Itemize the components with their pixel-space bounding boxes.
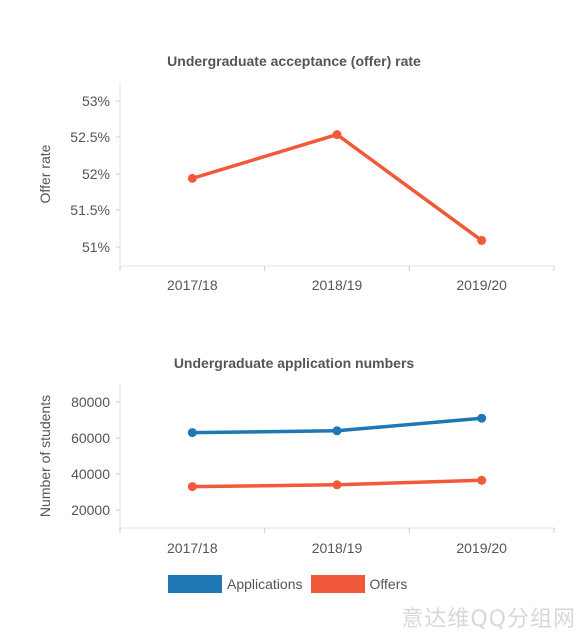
data-point-applications xyxy=(187,428,197,438)
y-tick-label: 52.5% xyxy=(70,129,110,145)
y-tick-label: 80000 xyxy=(71,394,110,410)
x-tick-label: 2018/19 xyxy=(312,277,363,293)
legend-item-applications[interactable]: Applications xyxy=(168,575,303,593)
legend-label-applications: Applications xyxy=(227,576,303,592)
y-tick-label: 40000 xyxy=(71,466,110,482)
chart-2: Undergraduate application numbers 80000 60… xyxy=(37,355,555,556)
y-tick-label: 51.5% xyxy=(70,202,110,218)
data-point-applications xyxy=(332,426,342,436)
data-point-offers xyxy=(187,482,197,492)
data-point-offer-rate xyxy=(477,235,487,245)
watermark-text: 意达维QQ分组网 xyxy=(401,607,576,632)
x-tick-label: 2017/18 xyxy=(167,277,218,293)
y-tick-label: 20000 xyxy=(71,502,110,518)
series-line-offer-rate xyxy=(190,132,484,243)
chart-title: Undergraduate acceptance (offer) rate xyxy=(167,53,421,69)
y-tick-label: 51% xyxy=(82,239,110,255)
y-tick-label: 52% xyxy=(82,166,110,182)
y-tick-label: 53% xyxy=(82,93,110,109)
y-axis-label: Offer rate xyxy=(37,144,53,203)
chart-1: Undergraduate acceptance (offer) rate 53%… xyxy=(37,53,555,293)
x-tick-label: 2019/20 xyxy=(456,277,507,293)
data-point-offers xyxy=(332,480,342,490)
legend-label-offers: Offers xyxy=(369,576,408,592)
x-tick-label: 2018/19 xyxy=(312,540,363,556)
legend: Applications Offers xyxy=(168,575,415,593)
x-tick-label: 2017/18 xyxy=(167,540,218,556)
data-point-applications xyxy=(477,413,487,423)
legend-swatch-offers xyxy=(310,575,365,593)
y-axis-label: Number of students xyxy=(37,395,53,517)
legend-item-offers[interactable]: Offers xyxy=(310,575,408,593)
chart-title: Undergraduate application numbers xyxy=(174,355,415,371)
x-tick-label: 2019/20 xyxy=(456,540,507,556)
data-point-offer-rate xyxy=(332,130,342,140)
legend-swatch-applications xyxy=(168,575,222,593)
data-point-offers xyxy=(477,475,487,485)
data-point-offer-rate xyxy=(187,173,197,183)
y-tick-label: 60000 xyxy=(71,430,110,446)
